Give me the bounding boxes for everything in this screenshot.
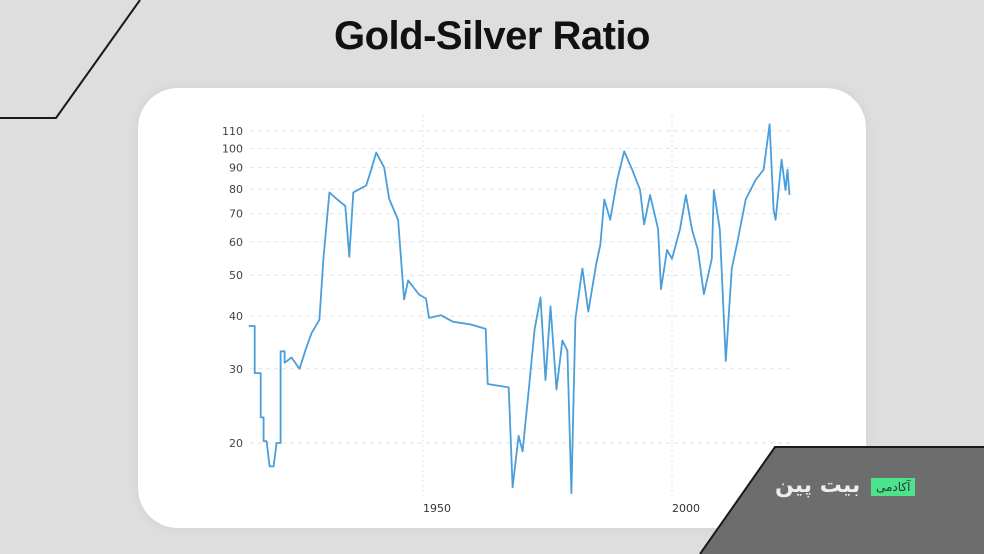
x-tick-label: 1950 <box>423 502 451 515</box>
y-tick-label: 60 <box>229 236 243 249</box>
y-tick-label: 20 <box>229 437 243 450</box>
y-axis: 20 30 40 50 60 70 80 90 100 110 <box>222 125 243 450</box>
brand-logo-text: بیت پین <box>775 473 861 498</box>
page-title: Gold-Silver Ratio <box>334 14 651 58</box>
brand-badge: آکادمی <box>871 478 916 496</box>
y-tick-label: 30 <box>229 363 243 376</box>
x-tick-label: 2000 <box>672 502 700 515</box>
y-tick-label: 100 <box>222 142 243 155</box>
y-tick-label: 90 <box>229 162 243 175</box>
y-tick-label: 50 <box>229 269 243 282</box>
y-tick-label: 40 <box>229 310 243 323</box>
chart-grid <box>250 115 790 496</box>
y-tick-label: 70 <box>229 208 243 221</box>
y-tick-label: 110 <box>222 125 243 138</box>
y-tick-label: 80 <box>229 183 243 196</box>
x-axis: 1950 2000 <box>423 502 700 515</box>
ratio-series-line <box>248 123 791 495</box>
